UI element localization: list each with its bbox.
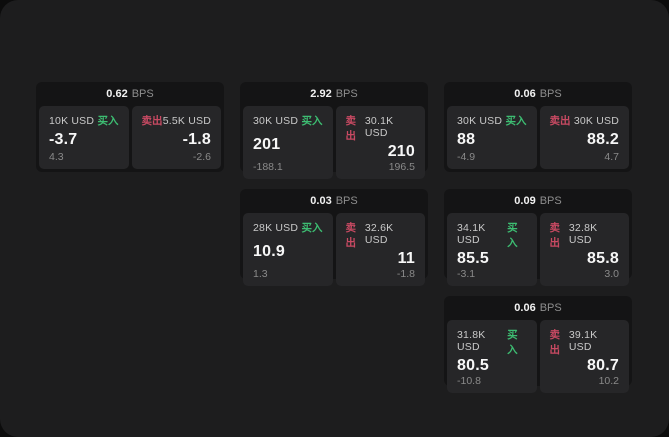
- sell-side-label: 卖出: [549, 329, 561, 356]
- sell-panel[interactable]: 卖出 30K USD 88.2 4.7: [539, 106, 629, 169]
- spread-header: 0.03 BPS: [243, 189, 425, 213]
- buy-price: 10.9: [253, 242, 285, 260]
- buy-panel[interactable]: 31.8K USD 买入 80.5 -10.8: [447, 320, 537, 393]
- quote-column-2: 2.92 BPS 30K USD 买入 201 -188.1: [240, 82, 428, 386]
- quote-panels: 30K USD 买入 201 -188.1 卖出 30.1K USD 210: [243, 106, 425, 179]
- quote-card: 0.03 BPS 28K USD 买入 10.9 1.3: [240, 189, 428, 286]
- buy-panel[interactable]: 34.1K USD 买入 85.5 -3.1: [447, 213, 537, 286]
- quote-board: 0.62 BPS 10K USD 买入 -3.7 4.3: [36, 82, 632, 393]
- sell-side-label: 卖出: [549, 222, 561, 249]
- spread-header: 0.06 BPS: [447, 296, 629, 320]
- sell-delta: 3.0: [604, 268, 619, 280]
- spread-value: 0.09: [514, 195, 536, 207]
- buy-delta: -188.1: [253, 161, 283, 173]
- sell-amount: 5.5K USD: [162, 115, 211, 127]
- buy-panel[interactable]: 30K USD 买入 88 -4.9: [447, 106, 537, 169]
- sell-amount: 30.1K USD: [364, 115, 394, 139]
- spread-unit: BPS: [539, 302, 562, 314]
- sell-panel[interactable]: 卖出 32.6K USD 11 -1.8: [335, 213, 425, 286]
- sell-delta: 4.7: [604, 151, 619, 163]
- spread-unit: BPS: [539, 88, 562, 100]
- spread-value: 0.62: [106, 88, 128, 100]
- buy-delta: 1.3: [253, 268, 268, 280]
- quote-panels: 10K USD 买入 -3.7 4.3 卖出 5.5K USD -1.8: [39, 106, 221, 169]
- sell-side-label: 卖出: [549, 115, 571, 127]
- sell-price: 80.7: [587, 357, 619, 374]
- quote-card: 0.62 BPS 10K USD 买入 -3.7 4.3: [36, 82, 224, 172]
- spread-header: 0.09 BPS: [447, 189, 629, 213]
- buy-panel[interactable]: 30K USD 买入 201 -188.1: [243, 106, 333, 179]
- spread-header: 2.92 BPS: [243, 82, 425, 106]
- spread-value: 0.03: [310, 195, 332, 207]
- buy-amount: 10K USD: [49, 115, 95, 127]
- quote-column-1: 0.62 BPS 10K USD 买入 -3.7 4.3: [36, 82, 224, 386]
- spread-value: 0.06: [514, 88, 536, 100]
- sell-side-label: 卖出: [345, 222, 357, 249]
- buy-side-label: 买入: [507, 329, 518, 356]
- buy-side-label: 买入: [301, 115, 323, 127]
- quote-column-3: 0.06 BPS 30K USD 买入 88 -4.9: [444, 82, 632, 393]
- buy-side-label: 买入: [97, 115, 119, 127]
- sell-price: 85.8: [587, 250, 619, 267]
- spread-unit: BPS: [335, 195, 358, 207]
- buy-delta: -4.9: [457, 151, 476, 163]
- spread-unit: BPS: [131, 88, 154, 100]
- buy-amount: 34.1K USD: [457, 222, 486, 246]
- sell-delta: -1.8: [396, 268, 415, 280]
- quote-panels: 28K USD 买入 10.9 1.3 卖出 32.6K USD 11: [243, 213, 425, 286]
- quote-panels: 31.8K USD 买入 80.5 -10.8 卖出 39.1K USD 80: [447, 320, 629, 393]
- buy-side-label: 买入: [507, 222, 518, 249]
- buy-delta: -3.1: [457, 268, 476, 280]
- quote-panels: 34.1K USD 买入 85.5 -3.1 卖出 32.8K USD 85.: [447, 213, 629, 286]
- buy-price: -3.7: [49, 130, 78, 148]
- spread-header: 0.06 BPS: [447, 82, 629, 106]
- sell-panel[interactable]: 卖出 5.5K USD -1.8 -2.6: [131, 106, 221, 169]
- buy-amount: 31.8K USD: [457, 329, 486, 353]
- sell-price: 210: [387, 143, 415, 160]
- quote-card: 0.06 BPS 30K USD 买入 88 -4.9: [444, 82, 632, 172]
- spread-unit: BPS: [539, 195, 562, 207]
- buy-side-label: 买入: [505, 115, 527, 127]
- sell-amount: 30K USD: [573, 115, 619, 127]
- spread-unit: BPS: [335, 88, 358, 100]
- sell-amount: 32.8K USD: [568, 222, 598, 246]
- quote-panels: 30K USD 买入 88 -4.9 卖出 30K USD 88.2: [447, 106, 629, 169]
- buy-amount: 30K USD: [457, 115, 503, 127]
- buy-delta: 4.3: [49, 151, 64, 163]
- sell-panel[interactable]: 卖出 32.8K USD 85.8 3.0: [539, 213, 629, 286]
- spread-header: 0.62 BPS: [39, 82, 221, 106]
- buy-price: 85.5: [457, 250, 489, 267]
- buy-panel[interactable]: 28K USD 买入 10.9 1.3: [243, 213, 333, 286]
- sell-delta: 10.2: [598, 375, 619, 387]
- sell-side-label: 卖出: [345, 115, 357, 142]
- sell-side-label: 卖出: [141, 115, 163, 127]
- spread-value: 2.92: [310, 88, 332, 100]
- sell-delta: 196.5: [388, 161, 415, 173]
- sell-panel[interactable]: 卖出 39.1K USD 80.7 10.2: [539, 320, 629, 393]
- quote-card: 0.09 BPS 34.1K USD 买入 85.5 -3.1: [444, 189, 632, 286]
- sell-panel[interactable]: 卖出 30.1K USD 210 196.5: [335, 106, 425, 179]
- sell-price: 11: [397, 250, 415, 267]
- buy-price: 80.5: [457, 357, 489, 374]
- sell-amount: 32.6K USD: [364, 222, 394, 246]
- sell-price: -1.8: [182, 130, 211, 148]
- sell-amount: 39.1K USD: [568, 329, 598, 353]
- buy-price: 201: [253, 135, 281, 153]
- quote-card: 0.06 BPS 31.8K USD 买入 80.5 -10.8: [444, 296, 632, 393]
- spread-value: 0.06: [514, 302, 536, 314]
- quote-card: 2.92 BPS 30K USD 买入 201 -188.1: [240, 82, 428, 179]
- buy-side-label: 买入: [301, 222, 323, 234]
- buy-panel[interactable]: 10K USD 买入 -3.7 4.3: [39, 106, 129, 169]
- buy-amount: 30K USD: [253, 115, 299, 127]
- buy-price: 88: [457, 130, 476, 148]
- sell-price: 88.2: [587, 130, 619, 148]
- buy-amount: 28K USD: [253, 222, 299, 234]
- sell-delta: -2.6: [192, 151, 211, 163]
- buy-delta: -10.8: [457, 375, 481, 387]
